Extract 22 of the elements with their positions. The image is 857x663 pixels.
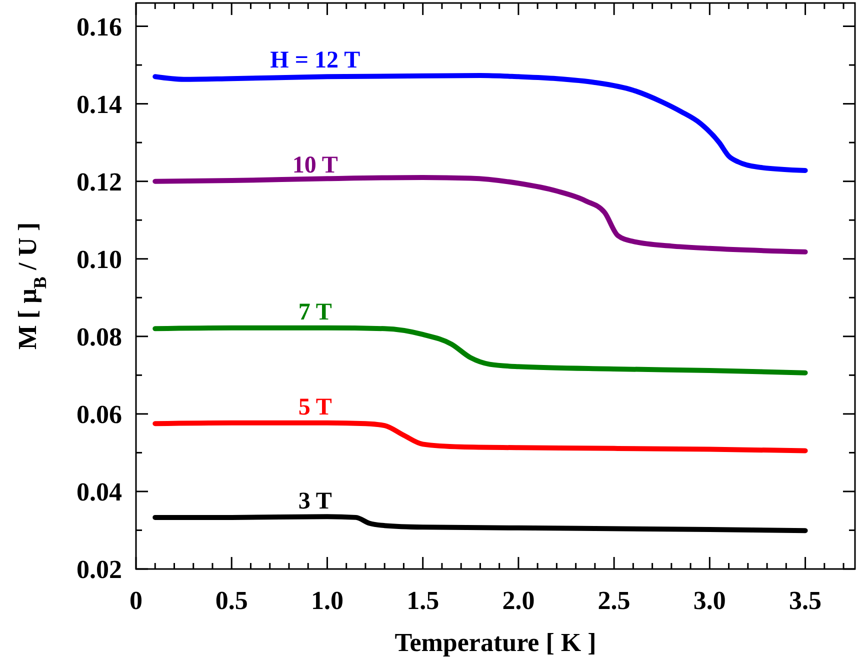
series-label: 7 T: [298, 300, 332, 326]
series-label: 3 T: [298, 488, 332, 514]
x-tick-label: 1.5: [406, 586, 440, 615]
x-tick-label: 0.5: [215, 586, 248, 615]
series-label: H = 12 T: [270, 48, 360, 74]
x-tick-label: 3.5: [789, 586, 822, 615]
y-tick-label: 0.14: [76, 90, 122, 119]
x-tick-label: 3.0: [693, 586, 726, 615]
x-tick-label: 0: [130, 586, 142, 615]
y-tick-label: 0.12: [76, 167, 122, 196]
series-label: 10 T: [292, 152, 338, 178]
y-tick-label: 0.04: [76, 477, 122, 506]
series-label: 5 T: [298, 394, 332, 421]
x-axis-title: Temperature [ K ]: [394, 628, 596, 657]
y-tick-label: 0.06: [76, 400, 122, 429]
y-tick-label: 0.16: [76, 12, 122, 42]
y-tick-label: 0.10: [76, 244, 122, 274]
y-tick-label: 0.08: [76, 322, 122, 352]
x-tick-label: 1.0: [310, 586, 344, 615]
x-tick-label: 2.5: [598, 586, 630, 615]
y-tick-label: 0.02: [76, 555, 122, 584]
x-tick-label: 2.0: [502, 586, 535, 615]
